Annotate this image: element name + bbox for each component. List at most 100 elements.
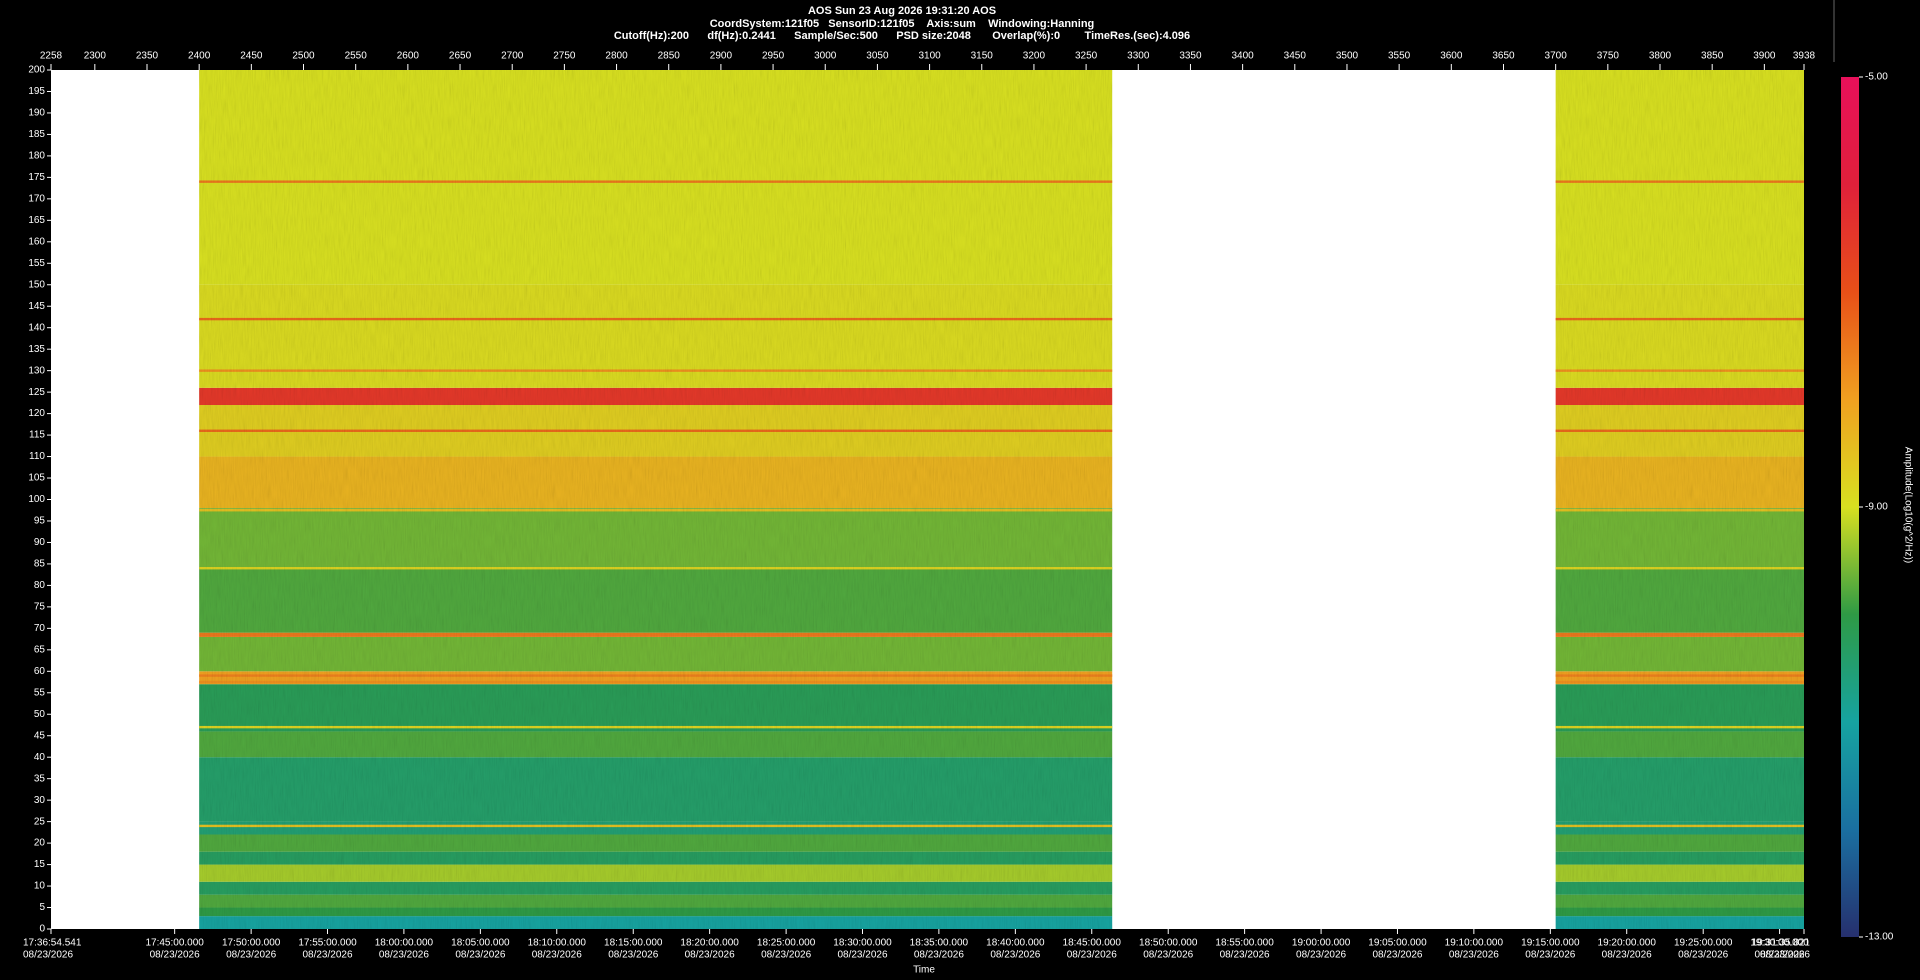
- time-tick-date: 08/23/2026: [1067, 950, 1117, 961]
- y-tick-label: 105: [28, 473, 45, 484]
- time-tick-date: 08/23/2026: [914, 950, 964, 961]
- time-tick-label: 19:31:35.821: [1752, 938, 1811, 949]
- y-tick-label: 70: [34, 623, 46, 634]
- y-tick-label: 115: [29, 430, 45, 441]
- time-tick-date: 08/23/2026: [1143, 950, 1193, 961]
- y-tick-label: 10: [34, 881, 46, 892]
- x-tick-label: 3450: [1284, 51, 1307, 62]
- x-tick-label: 3850: [1701, 51, 1724, 62]
- x-tick-label: 3300: [1127, 51, 1150, 62]
- y-tick-label: 20: [34, 838, 46, 849]
- time-tick-label: 18:40:00.000: [986, 938, 1045, 949]
- x-tick-label: 3750: [1597, 51, 1620, 62]
- y-tick-label: 40: [34, 752, 46, 763]
- y-tick-label: 150: [28, 279, 45, 290]
- time-tick-label: 18:10:00.000: [528, 938, 587, 949]
- time-tick-label: 18:25:00.000: [757, 938, 816, 949]
- colorbar-tick-label: -13.00: [1865, 932, 1894, 943]
- x-tick-label: 2258: [40, 51, 63, 62]
- y-tick-label: 100: [28, 494, 45, 505]
- time-tick-date: 08/23/2026: [23, 950, 73, 961]
- y-tick-label: 155: [28, 258, 45, 269]
- y-tick-label: 50: [34, 709, 46, 720]
- time-tick-date: 08/23/2026: [455, 950, 505, 961]
- colorbar: [1841, 77, 1859, 937]
- time-tick-label: 17:55:00.000: [298, 938, 357, 949]
- x-tick-label: 3650: [1492, 51, 1515, 62]
- time-tick-date: 08/23/2026: [1760, 950, 1810, 961]
- x-tick-label: 2500: [292, 51, 315, 62]
- y-tick-label: 5: [39, 902, 45, 913]
- texture: [199, 70, 1113, 929]
- y-tick-label: 45: [34, 730, 46, 741]
- time-tick-label: 17:36:54.541: [23, 938, 82, 949]
- time-tick-date: 08/23/2026: [1449, 950, 1499, 961]
- time-tick-date: 08/23/2026: [1296, 950, 1346, 961]
- y-tick-label: 15: [34, 859, 46, 870]
- time-tick-date: 08/23/2026: [990, 950, 1040, 961]
- time-tick-label: 19:10:00.000: [1445, 938, 1504, 949]
- y-tick-label: 110: [29, 451, 45, 462]
- y-tick-label: 80: [34, 580, 46, 591]
- subtitle: CoordSystem:121f05 SensorID:121f05 Axis:…: [710, 18, 1095, 30]
- x-tick-label: 3700: [1545, 51, 1568, 62]
- x-tick-label: 3938: [1793, 51, 1816, 62]
- y-tick-label: 0: [39, 924, 45, 935]
- time-tick-date: 08/23/2026: [1755, 950, 1805, 961]
- y-tick-label: 55: [34, 687, 46, 698]
- time-tick-date: 08/23/2026: [379, 950, 429, 961]
- time-tick-label: 18:20:00.000: [680, 938, 739, 949]
- y-tick-label: 35: [34, 773, 46, 784]
- y-tick-label: 120: [28, 408, 45, 419]
- time-tick-label: 19:20:00.000: [1598, 938, 1657, 949]
- info: Cutoff(Hz):200 df(Hz):0.2441 Sample/Sec:…: [614, 30, 1190, 42]
- x-tick-label: 3250: [1075, 51, 1098, 62]
- x-tick-label: 2800: [605, 51, 628, 62]
- y-tick-label: 125: [28, 387, 45, 398]
- time-tick-label: 17:45:00.000: [145, 938, 204, 949]
- time-tick-date: 08/23/2026: [1372, 950, 1422, 961]
- y-tick-label: 180: [28, 151, 45, 162]
- x-tick-label: 3800: [1649, 51, 1672, 62]
- x-tick-label: 2350: [136, 51, 159, 62]
- y-tick-label: 25: [34, 816, 46, 827]
- colorbar-label: Amplitude(Log10(g^2/Hz)): [1902, 447, 1913, 563]
- time-tick-label: 18:35:00.000: [910, 938, 969, 949]
- y-tick-label: 30: [34, 795, 46, 806]
- x-tick-label: 3150: [971, 51, 994, 62]
- time-tick-label: 18:00:00.000: [375, 938, 434, 949]
- x-tick-label: 2750: [553, 51, 576, 62]
- time-tick-date: 08/23/2026: [761, 950, 811, 961]
- y-tick-label: 90: [34, 537, 46, 548]
- x-tick-label: 3600: [1440, 51, 1463, 62]
- y-tick-label: 185: [28, 129, 45, 140]
- time-tick-label: 19:05:00.000: [1368, 938, 1427, 949]
- title: AOS Sun 23 Aug 2026 19:31:20 AOS: [808, 5, 996, 17]
- x-tick-label: 3350: [1179, 51, 1202, 62]
- time-tick-label: 18:45:00.000: [1063, 938, 1122, 949]
- y-tick-label: 140: [28, 322, 45, 333]
- time-tick-date: 08/23/2026: [1602, 950, 1652, 961]
- y-tick-label: 145: [28, 301, 45, 312]
- time-tick-label: 19:00:00.000: [1292, 938, 1351, 949]
- y-tick-label: 200: [28, 65, 45, 76]
- y-tick-label: 95: [34, 516, 46, 527]
- y-tick-label: 195: [28, 86, 45, 97]
- x-tick-label: 3100: [918, 51, 941, 62]
- x-tick-label: 3400: [1231, 51, 1254, 62]
- time-tick-date: 08/23/2026: [532, 950, 582, 961]
- x-tick-label: 3500: [1336, 51, 1359, 62]
- texture: [1555, 70, 1804, 929]
- time-tick-label: 18:30:00.000: [833, 938, 892, 949]
- time-tick-date: 08/23/2026: [302, 950, 352, 961]
- time-tick-label: 19:25:00.000: [1674, 938, 1733, 949]
- y-tick-label: 160: [28, 236, 45, 247]
- x-tick-label: 2950: [762, 51, 785, 62]
- time-tick-date: 08/23/2026: [226, 950, 276, 961]
- x-tick-label: 3900: [1753, 51, 1776, 62]
- time-tick-label: 17:50:00.000: [222, 938, 281, 949]
- x-tick-label: 2850: [658, 51, 681, 62]
- colorbar-tick-label: -5.00: [1865, 72, 1888, 83]
